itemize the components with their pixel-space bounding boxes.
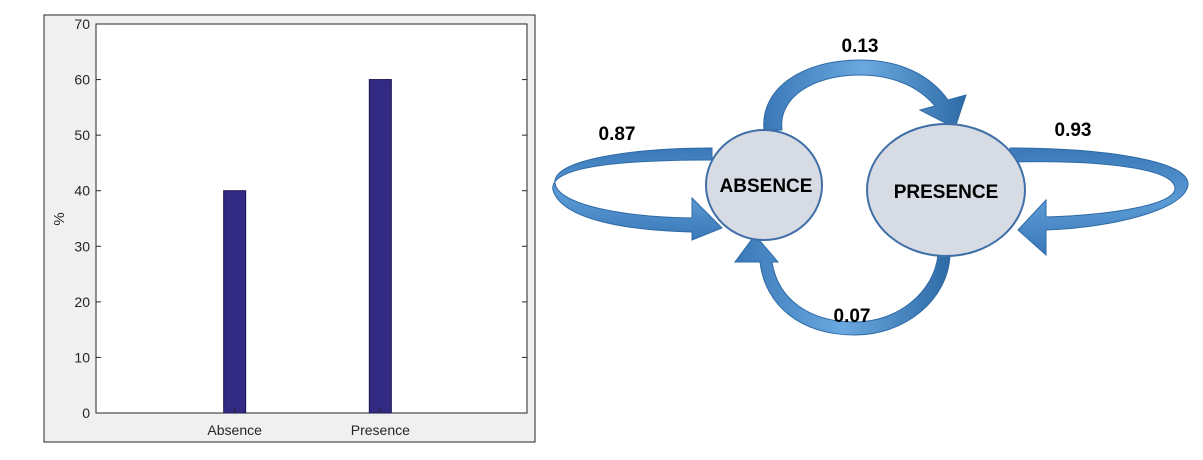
- bar-chart: 0 10 20 30 40 50 60 70 Absence Presence %: [0, 0, 560, 455]
- bar-absence: [223, 190, 247, 414]
- y-tick-label: 50: [74, 127, 90, 143]
- y-tick-label: 70: [74, 16, 90, 32]
- bar-presence: [368, 79, 392, 414]
- prob-absence-to-absence: 0.87: [599, 124, 636, 145]
- prob-absence-to-presence: 0.13: [842, 36, 879, 57]
- state-absence-node: [705, 129, 823, 241]
- prob-presence-to-presence: 0.93: [1055, 120, 1092, 141]
- y-tick-label: 0: [82, 405, 90, 421]
- transition-presence-to-absence-arrow: [734, 234, 951, 336]
- y-tick-label: 60: [74, 72, 90, 88]
- x-axis: Absence Presence: [207, 408, 410, 438]
- y-axis: 0 10 20 30 40 50 60 70: [74, 16, 527, 421]
- y-tick-label: 10: [74, 349, 90, 365]
- x-tick-label-presence: Presence: [351, 422, 410, 438]
- bar-chart-svg: 0 10 20 30 40 50 60 70 Absence Presence %: [43, 14, 536, 443]
- transition-diagram: ABSENCE PRESENCE 0.87 0.13 0.93 0.07: [540, 0, 1203, 455]
- prob-presence-to-absence: 0.07: [834, 306, 871, 327]
- transition-absence-to-presence-arrow: [763, 59, 967, 131]
- y-tick-label: 40: [74, 183, 90, 199]
- y-tick-label: 20: [74, 294, 90, 310]
- plot-area: [95, 23, 528, 414]
- self-loop-presence-arrow: [1009, 147, 1189, 257]
- y-axis-label: %: [51, 212, 68, 225]
- state-presence-node: [866, 123, 1026, 257]
- state-presence-label: PRESENCE: [894, 182, 999, 203]
- state-absence-label: ABSENCE: [720, 176, 813, 197]
- x-tick-label-absence: Absence: [207, 422, 262, 438]
- y-tick-label: 30: [74, 238, 90, 254]
- bars: [223, 79, 392, 414]
- transition-diagram-svg: ABSENCE PRESENCE 0.87 0.13 0.93 0.07: [552, 36, 1189, 336]
- self-loop-absence-arrow: [552, 147, 723, 241]
